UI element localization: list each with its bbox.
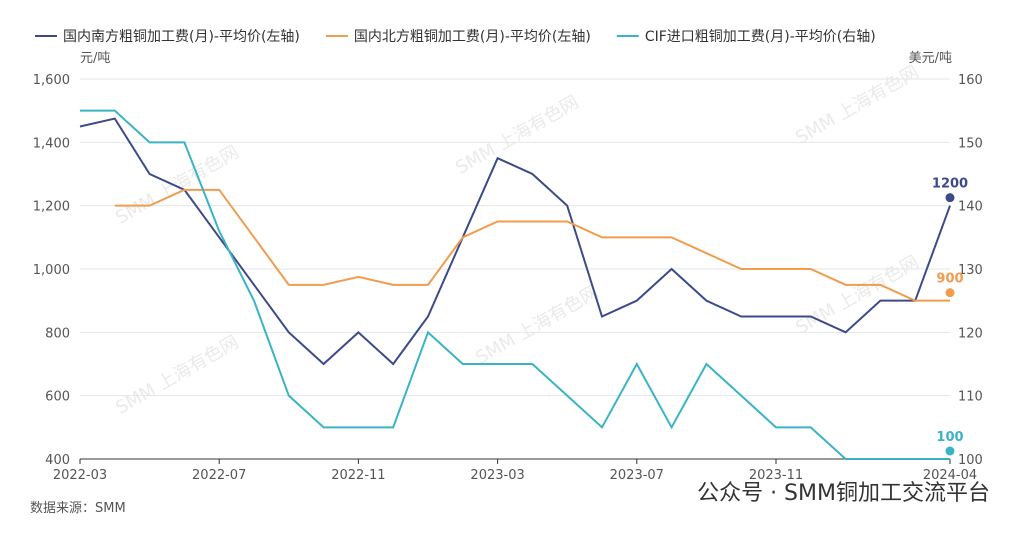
watermark: SMM 上海有色网 [112, 142, 242, 229]
watermark: SMM 上海有色网 [452, 92, 582, 179]
y-label: 元/吨 [80, 51, 110, 66]
y2-label: 美元/吨 [909, 51, 952, 66]
watermark: SMM 上海有色网 [472, 282, 602, 369]
footer: 公众号 · SMM铜加工交流平台 [697, 481, 990, 506]
y2-tick-label: 120 [958, 326, 983, 341]
watermark: SMM 上海有色网 [112, 332, 242, 419]
y-tick-label: 1,200 [33, 200, 70, 215]
y-tick-label: 400 [45, 453, 70, 468]
y2-tick-label: 130 [958, 263, 983, 278]
series-line [114, 188, 950, 302]
series-line [80, 109, 950, 460]
y2-tick-label: 110 [958, 390, 983, 405]
x-tick-label: 2022-03 [53, 468, 107, 483]
y-tick-label: 1,600 [33, 73, 70, 88]
y-tick-label: 800 [45, 326, 70, 341]
legend-label: 国内南方粗铜加工费(月)-平均价(左轴) [63, 29, 300, 45]
x-tick-label: 2023-03 [470, 468, 524, 483]
data-label: 100 [936, 430, 963, 445]
x-tick-label: 2023-11 [749, 468, 803, 483]
end-point [945, 446, 955, 456]
x-tick-label: 2022-11 [331, 468, 385, 483]
y-tick-label: 600 [45, 390, 70, 405]
y2-tick-label: 160 [958, 73, 983, 88]
y-tick-label: 1,000 [33, 263, 70, 278]
y2-tick-label: 140 [958, 200, 983, 215]
y2-tick-label: 150 [958, 136, 983, 151]
source: 数据来源：SMM [30, 501, 126, 516]
legend-label: 国内北方粗铜加工费(月)-平均价(左轴) [354, 29, 591, 45]
x-tick-label: 2022-07 [192, 468, 246, 483]
data-label: 900 [936, 272, 963, 287]
legend-label: CIF进口粗铜加工费(月)-平均价(右轴) [645, 29, 876, 45]
y-tick-label: 1,400 [33, 136, 70, 151]
x-tick-label: 2024-04 [923, 468, 977, 483]
end-point [945, 193, 955, 203]
series-line [79, 117, 951, 366]
x-tick-label: 2023-07 [610, 468, 664, 483]
y2-tick-label: 100 [958, 453, 983, 468]
data-label: 1200 [932, 177, 968, 192]
end-point [945, 288, 955, 298]
watermark: SMM 上海有色网 [792, 62, 922, 149]
